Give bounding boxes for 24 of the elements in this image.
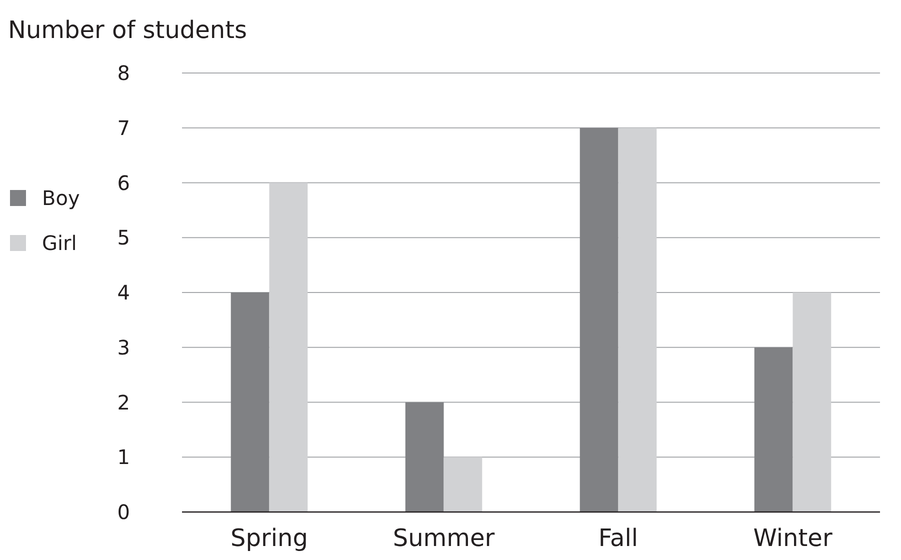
y-tick-label: 2: [117, 390, 130, 414]
bar: [405, 402, 444, 512]
x-tick-label: Fall: [598, 524, 638, 552]
y-axis-title: Number of students: [8, 16, 248, 44]
bar: [754, 347, 793, 512]
legend-label: Boy: [42, 186, 80, 210]
x-tick-label: Summer: [392, 524, 495, 552]
y-tick-label: 1: [117, 445, 130, 470]
y-tick-label: 0: [117, 500, 130, 524]
legend-label: Girl: [42, 231, 77, 255]
bar: [580, 128, 618, 512]
y-tick-label: 7: [117, 116, 130, 140]
bar: [792, 292, 832, 512]
bar: [618, 128, 657, 512]
bar: [269, 182, 308, 512]
bar: [444, 457, 482, 512]
y-tick-label: 8: [117, 61, 130, 85]
y-tick-label: 5: [117, 226, 130, 250]
y-tick-label: 4: [117, 280, 130, 304]
y-tick-label: 6: [117, 170, 130, 195]
x-tick-label: Spring: [230, 524, 308, 552]
bar: [230, 292, 270, 512]
y-tick-label: 3: [117, 335, 130, 360]
x-tick-label: Winter: [753, 524, 832, 552]
